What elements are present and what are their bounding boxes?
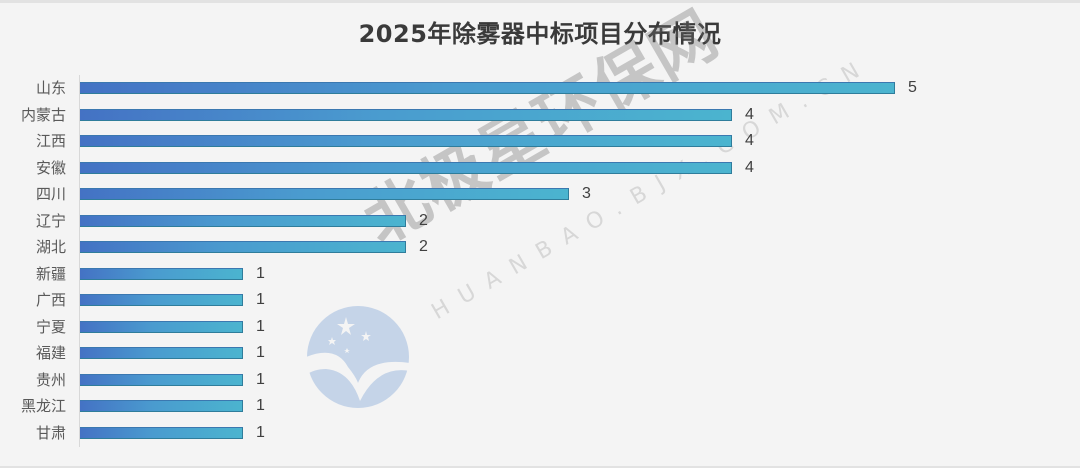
- value-label: 4: [745, 105, 754, 123]
- bar-row: 新疆 1: [0, 261, 1080, 287]
- value-label: 1: [256, 397, 265, 414]
- category-label: 新疆: [35, 264, 66, 283]
- category-label: 山东: [35, 79, 66, 97]
- category-label: 广西: [35, 291, 66, 309]
- bar[interactable]: [80, 267, 243, 280]
- category-label: 四川: [35, 185, 66, 203]
- value-label: 5: [908, 79, 917, 96]
- value-label: 1: [256, 344, 265, 361]
- bar[interactable]: [80, 161, 732, 174]
- bar-row: 辽宁 2: [0, 208, 1080, 234]
- category-label: 宁夏: [35, 317, 66, 336]
- bar-row: 广西 1: [0, 287, 1080, 313]
- bar-row: 内蒙古 4: [0, 102, 1080, 128]
- bar[interactable]: [80, 373, 243, 386]
- bar[interactable]: [80, 82, 895, 94]
- category-label: 福建: [35, 344, 66, 362]
- value-label: 3: [582, 185, 591, 202]
- bar[interactable]: [80, 135, 732, 147]
- bar-row: 黑龙江 1: [0, 393, 1080, 419]
- bar[interactable]: [80, 320, 243, 333]
- category-label: 甘肃: [35, 423, 66, 442]
- bar-row: 福建 1: [0, 340, 1080, 366]
- category-label: 湖北: [35, 238, 66, 256]
- chart-title: 2025年除雾器中标项目分布情况: [358, 20, 722, 48]
- bar-row: 安徽 4: [0, 155, 1080, 181]
- bar-row: 湖北 2: [0, 234, 1080, 260]
- y-axis-line: [79, 75, 80, 447]
- bar[interactable]: [80, 294, 243, 306]
- bar[interactable]: [80, 188, 569, 200]
- bar-row: 江西 4: [0, 128, 1080, 154]
- bar-row: 甘肃 1: [0, 420, 1080, 446]
- bar-row: 四川 3: [0, 181, 1080, 207]
- value-label: 1: [256, 370, 265, 388]
- value-label: 1: [256, 317, 265, 335]
- value-label: 4: [745, 158, 754, 176]
- bar[interactable]: [80, 400, 243, 412]
- bar[interactable]: [80, 108, 732, 121]
- value-label: 4: [745, 132, 754, 149]
- bar-row: 贵州 1: [0, 367, 1080, 393]
- value-label: 1: [256, 264, 265, 282]
- bar[interactable]: [80, 214, 406, 227]
- value-label: 1: [256, 291, 265, 308]
- bar[interactable]: [80, 426, 243, 439]
- category-label: 贵州: [35, 370, 66, 389]
- bar-row: 宁夏 1: [0, 314, 1080, 340]
- value-label: 2: [419, 238, 428, 255]
- value-label: 2: [419, 211, 428, 229]
- bar-row: 山东 5: [0, 75, 1080, 101]
- watermark-logo-icon: [306, 306, 410, 408]
- bar[interactable]: [80, 241, 406, 253]
- value-label: 1: [256, 423, 265, 441]
- category-label: 内蒙古: [20, 105, 66, 124]
- category-label: 黑龙江: [20, 397, 66, 415]
- category-label: 辽宁: [35, 211, 66, 230]
- category-label: 江西: [35, 132, 66, 150]
- bar[interactable]: [80, 347, 243, 359]
- category-label: 安徽: [35, 158, 66, 177]
